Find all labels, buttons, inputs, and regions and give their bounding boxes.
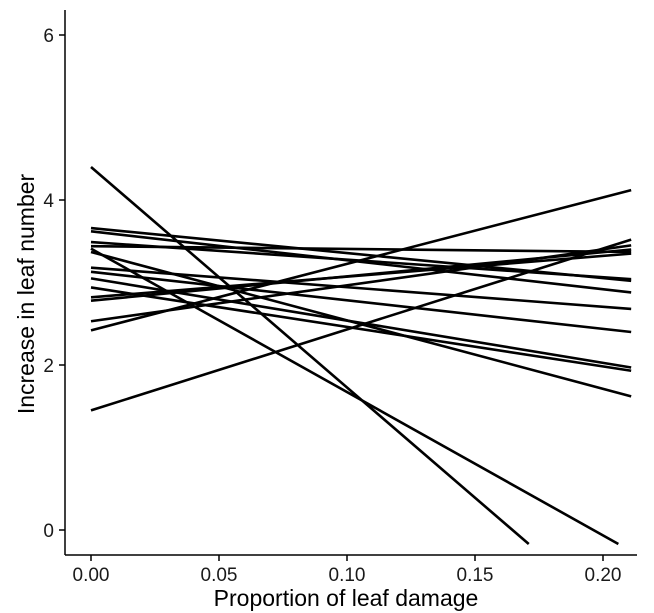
series-line-11 (90, 230, 632, 294)
series-line-1 (90, 166, 530, 546)
series-line-10 (90, 226, 632, 283)
x-tick-label: 0.00 (73, 565, 110, 586)
series-line-7 (90, 252, 632, 299)
y-ticks: 0 2 4 6 (43, 26, 65, 542)
x-ticks: 0.00 0.05 0.10 0.15 0.20 (73, 555, 622, 586)
y-tick-label: 6 (43, 26, 54, 47)
series-line-2 (90, 247, 619, 546)
y-tick-label: 0 (43, 521, 54, 542)
series-line-13 (90, 270, 632, 334)
x-tick-label: 0.10 (329, 565, 366, 586)
x-tick-label: 0.20 (585, 565, 622, 586)
series-line-16 (90, 250, 632, 398)
series-line-12 (90, 266, 632, 311)
plot-lines (90, 166, 632, 546)
y-axis-title: Increase in leaf number (13, 173, 39, 414)
y-tick-label: 2 (43, 356, 54, 377)
x-axis-title: Proportion of leaf damage (214, 585, 479, 611)
series-line-15 (90, 286, 632, 373)
x-tick-label: 0.05 (201, 565, 238, 586)
y-tick-label: 4 (43, 191, 54, 212)
x-tick-label: 0.15 (457, 565, 494, 586)
